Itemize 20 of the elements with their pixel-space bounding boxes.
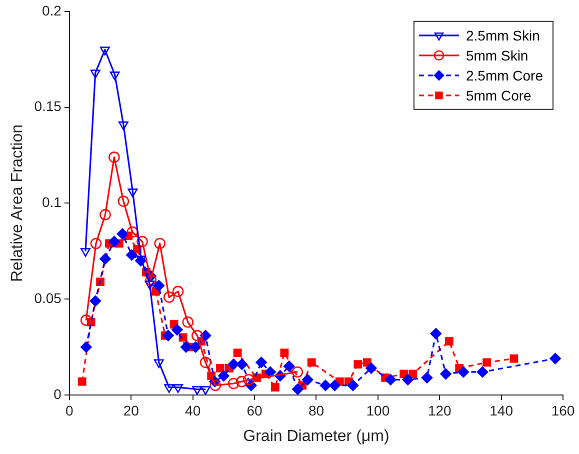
- legend-label: 2.5mm Core: [466, 67, 544, 84]
- x-tick-label: 120: [428, 402, 452, 418]
- x-tick-label: 20: [123, 402, 140, 418]
- y-tick-label: 0.1: [42, 194, 62, 210]
- y-tick-label: 0.2: [42, 2, 62, 18]
- x-tick-label: 40: [185, 402, 201, 418]
- legend-label: 5mm Skin: [466, 47, 528, 64]
- legend-label: 2.5mm Skin: [466, 27, 540, 44]
- y-axis-title: Relative Area Fraction: [9, 124, 26, 282]
- y-tick-label: 0.15: [34, 98, 62, 114]
- x-tick-label: 60: [246, 402, 263, 418]
- x-tick-label: 140: [490, 402, 514, 418]
- x-tick-label: 0: [66, 402, 74, 418]
- legend-label: 5mm Core: [466, 87, 532, 104]
- y-tick-label: 0: [54, 386, 62, 402]
- x-tick-label: 80: [308, 402, 324, 418]
- x-axis-title: Grain Diameter (μm): [243, 428, 390, 445]
- y-tick-label: 0.05: [34, 290, 62, 306]
- x-tick-label: 160: [551, 402, 575, 418]
- x-tick-label: 100: [366, 402, 390, 418]
